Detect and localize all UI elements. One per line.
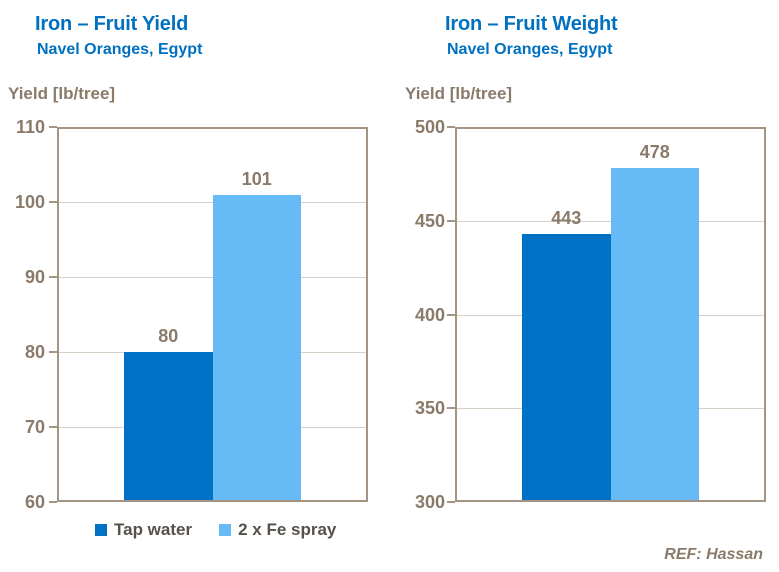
y-tick-mark: [49, 426, 57, 428]
y-tick-mark: [447, 126, 455, 128]
legend-swatch-icon: [219, 524, 232, 536]
chart-subtitle: Navel Oranges, Egypt: [447, 41, 613, 58]
y-axis-title: Yield [lb/tree]: [405, 84, 513, 103]
y-tick-mark: [49, 351, 57, 353]
legend-label: 2 x Fe spray: [238, 520, 337, 539]
y-tick-mark: [49, 276, 57, 278]
y-tick-label: 110: [15, 117, 45, 137]
y-tick-label: 350: [414, 398, 445, 418]
legend-item: 2 x Fe spray: [219, 520, 336, 540]
y-tick-mark: [447, 407, 455, 409]
legend-swatch-icon: [95, 524, 107, 536]
legend-label: Tap water: [114, 520, 193, 539]
bar-Tap water: [124, 352, 213, 500]
y-tick-mark: [49, 126, 57, 128]
legend-item: Tap water: [95, 520, 192, 540]
y-tick-mark: [447, 314, 455, 316]
y-tick-mark: [49, 501, 57, 503]
y-tick-label: 400: [414, 305, 445, 325]
y-tick-label: 450: [414, 211, 445, 231]
reference-note: REF: Hassan: [664, 546, 763, 563]
chart-title: Iron – Fruit Yield: [35, 13, 189, 35]
y-tick-label: 90: [24, 267, 45, 287]
legend: Tap water 2 x Fe spray: [95, 520, 336, 540]
y-tick-mark: [49, 201, 57, 203]
bar-2 x Fe spray: [212, 195, 301, 501]
bar-value-label: 478: [639, 142, 670, 162]
y-tick-label: 60: [24, 492, 45, 512]
chart-subtitle: Navel Oranges, Egypt: [37, 41, 203, 58]
chart-fruit-yield: Iron – Fruit Yield Navel Oranges, Egypt …: [8, 13, 368, 540]
bar-value-label: 443: [551, 208, 582, 228]
y-axis-title: Yield [lb/tree]: [8, 84, 116, 103]
bar-value-label: 80: [158, 326, 179, 346]
y-tick-label: 300: [414, 492, 445, 512]
y-tick-label: 70: [24, 417, 45, 437]
y-tick-label: 500: [414, 117, 445, 137]
bar-value-label: 101: [241, 169, 272, 189]
y-tick-label: 100: [14, 192, 45, 212]
bar-2 x Fe spray: [610, 168, 699, 500]
y-tick-mark: [447, 220, 455, 222]
chart-fruit-weight: Iron – Fruit Weight Navel Oranges, Egypt…: [390, 0, 779, 572]
bar-Tap water: [522, 234, 611, 500]
y-tick-label: 80: [24, 342, 45, 362]
chart-title: Iron – Fruit Weight: [445, 13, 618, 35]
y-tick-mark: [447, 501, 455, 503]
